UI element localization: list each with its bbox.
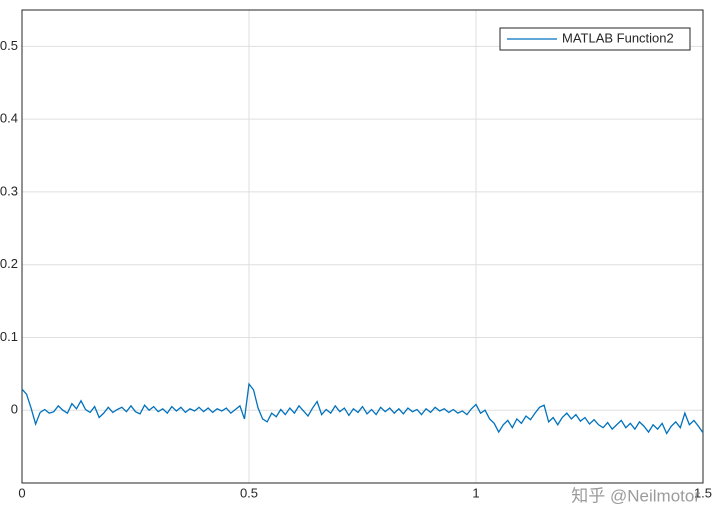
data-line	[21, 382, 704, 435]
y-tick-label: 0.2	[0, 256, 18, 271]
x-tick-label: 1.5	[694, 485, 712, 500]
plot-frame	[21, 9, 704, 484]
watermark: 知乎 @Neilmotor	[571, 486, 700, 505]
y-tick-label: 0.1	[0, 329, 18, 344]
x-tick-label: 0	[18, 485, 25, 500]
x-tick-label: 1	[472, 485, 479, 500]
legend-label: MATLAB Function2	[562, 30, 674, 45]
y-tick-label: 0	[11, 402, 18, 417]
x-tick-label: 0.5	[240, 485, 258, 500]
y-tick-label: 0.5	[0, 38, 18, 53]
y-tick-label: 0.3	[0, 183, 18, 198]
legend-box	[499, 27, 691, 51]
y-tick-label: 0.4	[0, 111, 18, 126]
